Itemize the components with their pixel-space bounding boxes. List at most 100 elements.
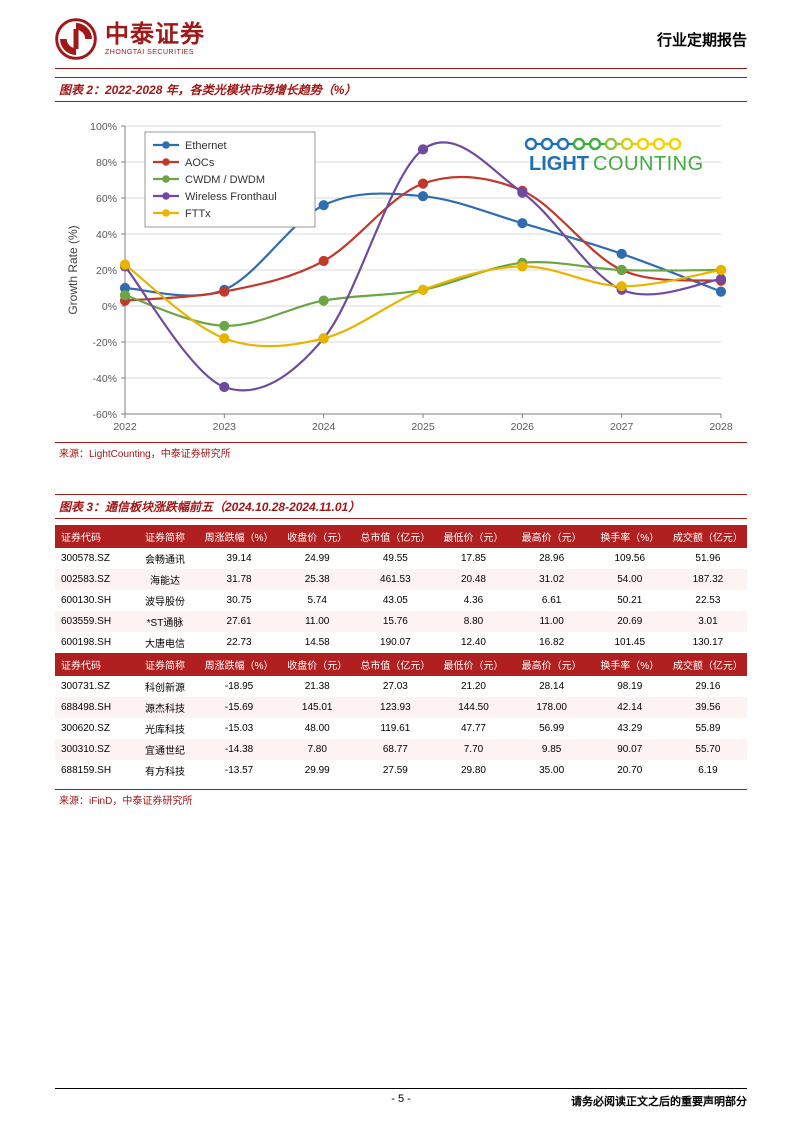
figure-2-title: 图表 2：2022-2028 年，各类光模块市场增长趋势（%） xyxy=(55,77,747,102)
table-header-cell: 成交额（亿元） xyxy=(669,525,747,548)
table-cell: 688498.SH xyxy=(55,697,130,718)
table-cell: 4.36 xyxy=(434,590,512,611)
table-cell: 7.80 xyxy=(278,739,356,760)
table-row: 300578.SZ会畅通讯39.1424.9949.5517.8528.9610… xyxy=(55,548,747,569)
table-cell: -18.95 xyxy=(200,676,278,697)
table-cell: 20.69 xyxy=(591,611,669,632)
table-cell: 48.00 xyxy=(278,718,356,739)
table-row: 688159.SH有方科技-13.5729.9927.5929.8035.002… xyxy=(55,760,747,781)
table-cell: 6.19 xyxy=(669,760,747,781)
table-cell: 会畅通讯 xyxy=(130,548,200,569)
page-header: 中泰证券 ZHONGTAI SECURITIES 行业定期报告 xyxy=(0,0,802,68)
table-cell: 187.32 xyxy=(669,569,747,590)
table-cell: 7.70 xyxy=(434,739,512,760)
table-cell: 39.14 xyxy=(200,548,278,569)
svg-text:LIGHT: LIGHT xyxy=(529,153,589,175)
table-cell: 300310.SZ xyxy=(55,739,130,760)
table-cell: 海能达 xyxy=(130,569,200,590)
table-cell: 123.93 xyxy=(356,697,434,718)
figure-3-section: 图表 3：通信板块涨跌幅前五（2024.10.28-2024.11.01） 证券… xyxy=(55,494,747,807)
table-header-cell: 证券简称 xyxy=(130,525,200,548)
svg-text:-40%: -40% xyxy=(92,373,117,385)
svg-text:40%: 40% xyxy=(96,229,117,241)
table-header-cell: 最高价（元） xyxy=(513,653,591,676)
table-cell: 39.56 xyxy=(669,697,747,718)
table-cell: 20.70 xyxy=(591,760,669,781)
table-row: 300310.SZ宜通世纪-14.387.8068.777.709.8590.0… xyxy=(55,739,747,760)
table-cell: 15.76 xyxy=(356,611,434,632)
page-footer: - 5 - 请务必阅读正文之后的重要声明部分 xyxy=(55,1088,747,1109)
table-cell: 56.99 xyxy=(513,718,591,739)
table-cell: 28.96 xyxy=(513,548,591,569)
svg-text:AOCs: AOCs xyxy=(185,157,215,169)
table-cell: 35.00 xyxy=(513,760,591,781)
header-rule xyxy=(55,68,747,69)
svg-text:2025: 2025 xyxy=(411,421,435,433)
table-cell: 300578.SZ xyxy=(55,548,130,569)
table-cell: 43.29 xyxy=(591,718,669,739)
table-cell: 29.16 xyxy=(669,676,747,697)
zhongtai-logo-icon xyxy=(55,18,97,60)
svg-text:2024: 2024 xyxy=(312,421,336,433)
table-cell: 16.82 xyxy=(513,632,591,653)
table-cell: 119.61 xyxy=(356,718,434,739)
table-cell: 宜通世纪 xyxy=(130,739,200,760)
table-header-cell: 总市值（亿元） xyxy=(356,525,434,548)
logo-text-en: ZHONGTAI SECURITIES xyxy=(105,49,205,56)
table-row: 603559.SH*ST通脉27.6111.0015.768.8011.0020… xyxy=(55,611,747,632)
table-cell: 22.53 xyxy=(669,590,747,611)
table-cell: 25.38 xyxy=(278,569,356,590)
table-cell: 43.05 xyxy=(356,590,434,611)
table-header-cell: 总市值（亿元） xyxy=(356,653,434,676)
table-header-row: 证券代码证券简称周涨跌幅（%）收盘价（元）总市值（亿元）最低价（元）最高价（元）… xyxy=(55,653,747,676)
table-cell: 24.99 xyxy=(278,548,356,569)
table-cell: 50.21 xyxy=(591,590,669,611)
table-row: 002583.SZ海能达31.7825.38461.5320.4831.0254… xyxy=(55,569,747,590)
table-cell: 11.00 xyxy=(513,611,591,632)
table-header-row: 证券代码证券简称周涨跌幅（%）收盘价（元）总市值（亿元）最低价（元）最高价（元）… xyxy=(55,525,747,548)
table-cell: 9.85 xyxy=(513,739,591,760)
svg-text:Wireless Fronthaul: Wireless Fronthaul xyxy=(185,191,277,203)
logo-block: 中泰证券 ZHONGTAI SECURITIES xyxy=(55,18,205,60)
svg-text:20%: 20% xyxy=(96,265,117,277)
table-cell: 17.85 xyxy=(434,548,512,569)
footer-left xyxy=(55,1093,286,1109)
table-cell: 109.56 xyxy=(591,548,669,569)
table-cell: 55.89 xyxy=(669,718,747,739)
table-cell: -15.69 xyxy=(200,697,278,718)
table-cell: 21.20 xyxy=(434,676,512,697)
table-cell: 54.00 xyxy=(591,569,669,590)
svg-text:2026: 2026 xyxy=(511,421,535,433)
table-header-cell: 换手率（%） xyxy=(591,525,669,548)
table-cell: 51.96 xyxy=(669,548,747,569)
table-cell: 68.77 xyxy=(356,739,434,760)
table-row: 600130.SH波导股份30.755.7443.054.366.6150.21… xyxy=(55,590,747,611)
svg-text:60%: 60% xyxy=(96,193,117,205)
table-cell: 688159.SH xyxy=(55,760,130,781)
table-header-cell: 成交额（亿元） xyxy=(669,653,747,676)
table-cell: 科创新源 xyxy=(130,676,200,697)
figure-3-source: 来源：iFinD，中泰证券研究所 xyxy=(55,789,747,807)
table-cell: 101.45 xyxy=(591,632,669,653)
table-header-cell: 证券代码 xyxy=(55,653,130,676)
table-cell: 42.14 xyxy=(591,697,669,718)
table-cell: 6.61 xyxy=(513,590,591,611)
table-header-cell: 最低价（元） xyxy=(434,653,512,676)
table-row: 688498.SH源杰科技-15.69145.01123.93144.50178… xyxy=(55,697,747,718)
table-cell: -15.03 xyxy=(200,718,278,739)
svg-text:FTTx: FTTx xyxy=(185,208,211,220)
table-cell: -13.57 xyxy=(200,760,278,781)
table-cell: 47.77 xyxy=(434,718,512,739)
table-cell: 27.03 xyxy=(356,676,434,697)
table-cell: 14.58 xyxy=(278,632,356,653)
table-header-cell: 周涨跌幅（%） xyxy=(200,525,278,548)
table-cell: 21.38 xyxy=(278,676,356,697)
table-cell: 22.73 xyxy=(200,632,278,653)
table-cell: 600130.SH xyxy=(55,590,130,611)
table-header-cell: 最高价（元） xyxy=(513,525,591,548)
svg-text:2022: 2022 xyxy=(113,421,137,433)
table-cell: 144.50 xyxy=(434,697,512,718)
page-number: - 5 - xyxy=(286,1093,517,1109)
table-header-cell: 证券代码 xyxy=(55,525,130,548)
svg-text:COUNTING: COUNTING xyxy=(593,153,704,175)
